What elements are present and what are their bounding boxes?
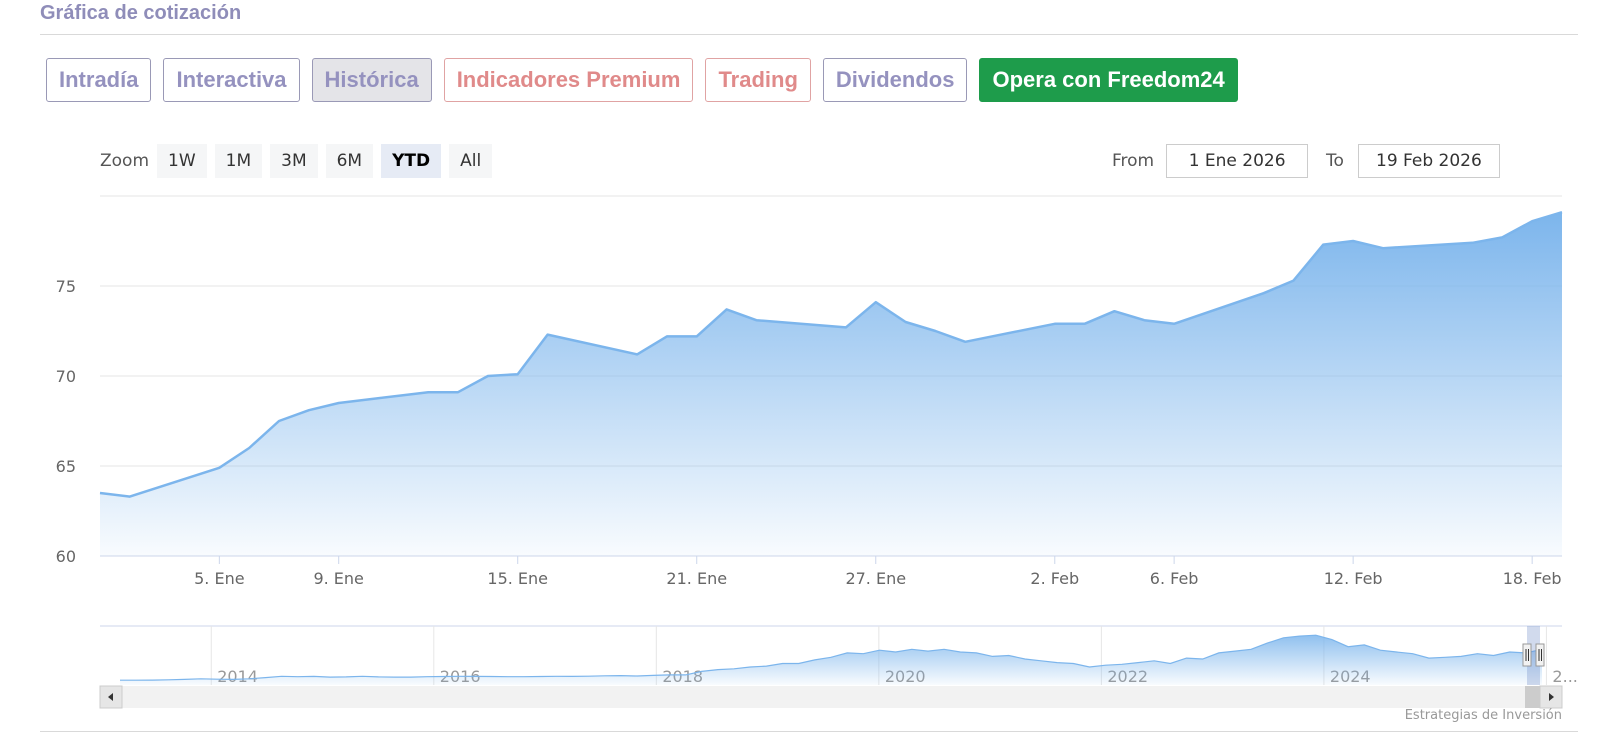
x-tick-label: 21. Ene — [666, 569, 727, 588]
y-tick-label: 75 — [56, 277, 76, 296]
to-date-input[interactable] — [1357, 144, 1500, 178]
zoom-3m-button[interactable]: 3M — [270, 144, 318, 178]
scrollbar-track — [100, 686, 1562, 708]
opera-freedom24-button[interactable]: Opera con Freedom24 — [979, 58, 1238, 102]
tab-dividendos[interactable]: Dividendos — [822, 58, 968, 102]
zoom-selector: Zoom 1W 1M 3M 6M YTD All — [100, 144, 493, 178]
top-divider — [40, 34, 1578, 35]
tab-indicadores-premium[interactable]: Indicadores Premium — [443, 58, 694, 102]
tab-intradia[interactable]: Intradía — [46, 58, 152, 102]
navigator-selection — [1527, 626, 1540, 685]
chart-tabs: Intradía Interactiva Histórica Indicador… — [46, 58, 1238, 102]
x-tick-label: 27. Ene — [845, 569, 906, 588]
navigator-year-label: 2024 — [1330, 667, 1371, 686]
navigator-year-label: 2... — [1552, 667, 1577, 686]
price-line — [99, 211, 1563, 498]
bottom-divider — [40, 731, 1578, 732]
y-tick-label: 65 — [56, 457, 76, 476]
price-area — [100, 212, 1562, 556]
arrow-left-icon — [108, 693, 113, 701]
range-from: From — [1112, 144, 1309, 178]
scrollbar-thumb[interactable] — [1525, 686, 1541, 708]
handle-body — [1522, 643, 1532, 667]
section-title: Gráfica de cotización — [40, 2, 242, 24]
navigator-year-label: 2018 — [662, 667, 703, 686]
tab-interactiva[interactable]: Interactiva — [163, 58, 300, 102]
zoom-6m-button[interactable]: 6M — [325, 144, 374, 178]
x-tick-label: 18. Feb — [1503, 569, 1562, 588]
zoom-ytd-button[interactable]: YTD — [381, 144, 442, 178]
x-tick-label: 12. Feb — [1324, 569, 1383, 588]
zoom-1m-button[interactable]: 1M — [214, 144, 263, 178]
zoom-label: Zoom — [100, 151, 150, 171]
navigator-year-label: 2016 — [440, 667, 481, 686]
chart-credit[interactable]: Estrategias de Inversión — [1404, 708, 1562, 723]
from-label: From — [1112, 151, 1155, 171]
x-tick-label: 15. Ene — [487, 569, 548, 588]
navigator-handle-right[interactable] — [1535, 643, 1545, 667]
to-label: To — [1326, 151, 1344, 171]
zoom-all-button[interactable]: All — [449, 144, 493, 178]
scroll-right-button[interactable] — [1539, 685, 1563, 709]
x-tick-label: 2. Feb — [1030, 569, 1079, 588]
navigator-handle-left[interactable] — [1522, 643, 1532, 667]
y-tick-label: 70 — [56, 367, 76, 386]
navigator-line — [120, 634, 1543, 681]
tab-trading[interactable]: Trading — [705, 58, 811, 102]
navigator-year-label: 2020 — [885, 667, 926, 686]
handle-body — [1535, 643, 1545, 667]
navigator-year-label: 2014 — [217, 667, 258, 686]
arrow-right-icon — [1549, 693, 1554, 701]
tab-historica[interactable]: Histórica — [311, 58, 432, 102]
x-tick-label: 5. Ene — [194, 569, 244, 588]
scroll-left-button[interactable] — [99, 685, 123, 709]
navigator-area — [120, 635, 1542, 685]
navigator-year-label: 2022 — [1107, 667, 1148, 686]
x-tick-label: 9. Ene — [313, 569, 363, 588]
x-tick-label: 6. Feb — [1150, 569, 1199, 588]
zoom-1w-button[interactable]: 1W — [157, 144, 207, 178]
from-date-input[interactable] — [1166, 144, 1309, 178]
y-tick-label: 60 — [56, 547, 76, 566]
range-to: To — [1326, 144, 1500, 178]
